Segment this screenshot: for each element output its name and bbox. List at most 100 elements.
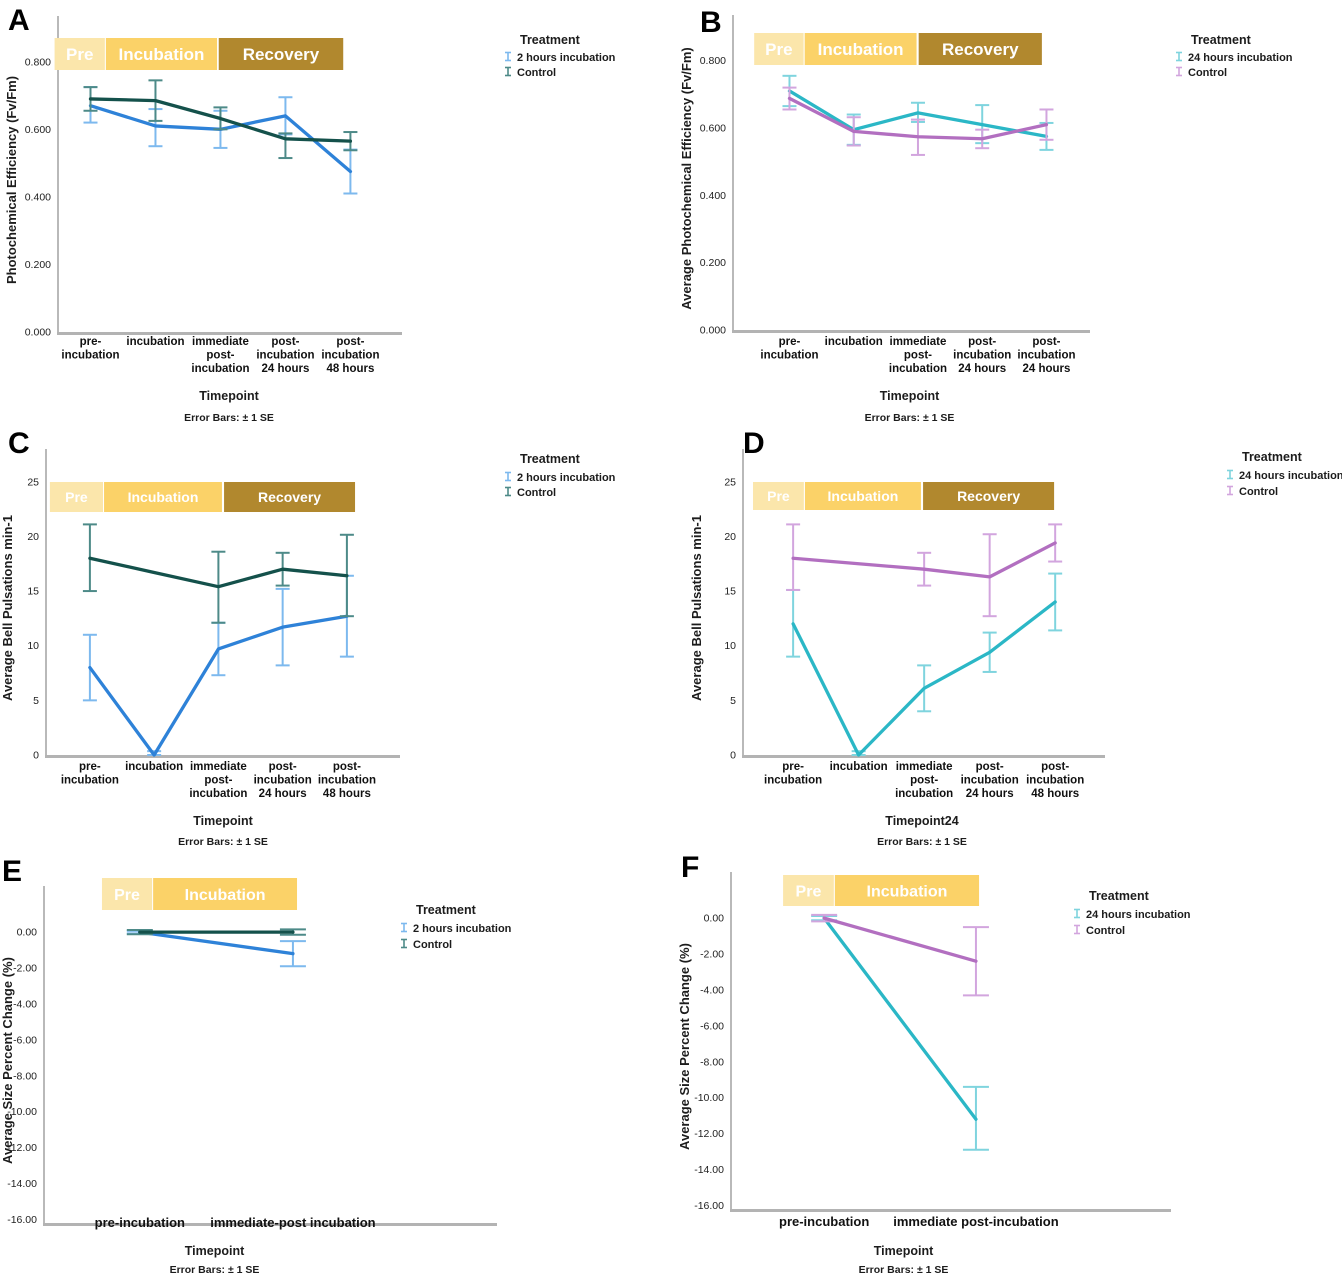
x-axis-title: Timepoint bbox=[880, 389, 940, 403]
y-tick-label: -14.00 bbox=[7, 1178, 37, 1190]
y-tick-label: 0.000 bbox=[700, 325, 726, 337]
phase-band-label: Recovery bbox=[243, 45, 320, 64]
y-tick-label: 0.00 bbox=[17, 927, 38, 939]
legend: Treatment 2 hours incubation Control bbox=[505, 33, 616, 79]
series-control bbox=[126, 928, 306, 936]
x-category-line: post- bbox=[271, 336, 299, 348]
phase-band-label: Incubation bbox=[867, 883, 948, 900]
x-category-label: post-incubation 24 hours bbox=[961, 761, 1019, 800]
error-bar-legend-icon bbox=[1227, 485, 1233, 496]
x-category-line: incubation bbox=[830, 761, 888, 773]
x-axis-title: Timepoint bbox=[199, 389, 259, 403]
y-tick-label: -14.00 bbox=[694, 1164, 724, 1176]
x-category-label: incubation bbox=[126, 336, 184, 348]
legend: Treatment 24 hours incubation Control bbox=[1176, 33, 1293, 79]
series-24-hours-incubation bbox=[811, 914, 989, 1151]
error-bar-legend-icon bbox=[401, 922, 407, 933]
series-line bbox=[791, 600, 1057, 757]
panel-letter: E bbox=[2, 855, 22, 888]
x-category-label: pre-incubation bbox=[61, 336, 119, 362]
x-axis-title: Timepoint bbox=[874, 1244, 934, 1258]
y-axis-title: Average Bell Pulsations min-1 bbox=[689, 515, 704, 701]
y-tick-label: -4.00 bbox=[700, 984, 724, 996]
legend: Treatment 2 hours incubation Control bbox=[401, 903, 512, 951]
y-tick-label: 10 bbox=[27, 640, 39, 652]
error-bar-legend-icon bbox=[1176, 51, 1182, 62]
series-control bbox=[782, 86, 1054, 156]
x-category-label: immediate post-incubation bbox=[893, 1214, 1058, 1229]
legend-entry-label: 2 hours incubation bbox=[517, 472, 616, 484]
phase-band-label: Incubation bbox=[828, 488, 899, 504]
x-category-line: 24 hours bbox=[261, 363, 309, 375]
y-tick-label: 0.200 bbox=[700, 257, 726, 269]
x-category-label: post-incubation 48 hours bbox=[1026, 761, 1084, 800]
x-category-line: post- bbox=[1041, 761, 1069, 773]
x-category-label: pre-incubation bbox=[764, 761, 822, 787]
x-category-line: 24 hours bbox=[958, 363, 1006, 375]
legend: Treatment 24 hours incubation Control bbox=[1074, 889, 1191, 937]
y-axis-title: Average Size Percent Change (%) bbox=[0, 957, 15, 1164]
x-category-label: immediate post-incubation bbox=[895, 761, 953, 800]
panel-letter: B bbox=[700, 6, 722, 39]
y-axis-title: Average Photochemical Efficiency (Fv/Fm) bbox=[679, 47, 694, 309]
series-2-hours-incubation bbox=[126, 929, 306, 968]
series-line bbox=[787, 96, 1049, 141]
phase-band-incubation bbox=[804, 33, 917, 65]
x-category-line: incubation bbox=[825, 336, 883, 348]
y-tick-label: 0 bbox=[730, 750, 736, 762]
x-category-line: incubation bbox=[61, 775, 119, 787]
legend-entry-label: 2 hours incubation bbox=[413, 923, 512, 935]
y-tick-label: 0.600 bbox=[700, 123, 726, 135]
x-category-line: incubation bbox=[321, 350, 379, 362]
series-control bbox=[82, 523, 354, 624]
panel-letter: C bbox=[8, 427, 30, 460]
y-tick-label: 25 bbox=[27, 476, 39, 488]
y-tick-label: 25 bbox=[724, 476, 736, 488]
x-category-line: post- bbox=[206, 350, 234, 362]
x-category-line: post- bbox=[204, 775, 232, 787]
x-category-line: post- bbox=[333, 761, 361, 773]
phase-band-label: Incubation bbox=[128, 489, 199, 505]
phase-band-recovery bbox=[218, 38, 344, 70]
x-category-line: incubation bbox=[189, 788, 247, 800]
y-tick-label: -10.00 bbox=[7, 1106, 37, 1118]
x-category-label: post-incubation 24 hours bbox=[1017, 336, 1075, 375]
series-line bbox=[787, 89, 1049, 139]
panel-b-chart: 0.800 0.600 0.400 0.200 0.000 Average Photoch… bbox=[679, 6, 1293, 424]
series-line bbox=[791, 541, 1057, 579]
y-tick-label: 0.800 bbox=[700, 55, 726, 67]
y-tick-label: 20 bbox=[724, 531, 736, 543]
y-tick-label: -16.00 bbox=[694, 1200, 724, 1212]
y-tick-label: -2.00 bbox=[13, 963, 37, 975]
y-tick-label: -2.00 bbox=[700, 949, 724, 961]
x-category-line: pre-incubation bbox=[779, 1214, 869, 1229]
x-category-label: post-incubation 24 hours bbox=[953, 336, 1011, 375]
x-category-label: incubation bbox=[830, 761, 888, 773]
x-category-line: 48 hours bbox=[326, 363, 374, 375]
y-tick-label: 0.000 bbox=[25, 327, 51, 339]
x-category-label: post-incubation 48 hours bbox=[318, 761, 376, 800]
legend-entry-label: Control bbox=[1188, 67, 1227, 79]
error-bar-legend-icon bbox=[505, 471, 511, 482]
series-control bbox=[786, 523, 1063, 618]
y-tick-label: -8.00 bbox=[700, 1056, 724, 1068]
phase-band-incubation bbox=[105, 38, 218, 70]
x-category-line: incubation bbox=[889, 363, 947, 375]
x-category-line: incubation bbox=[125, 761, 183, 773]
y-tick-label: 15 bbox=[724, 586, 736, 598]
y-axis-title: Photochemical Efficiency (Fv/Fm) bbox=[4, 76, 19, 284]
phase-band-label: Pre bbox=[796, 883, 822, 900]
x-category-line: pre- bbox=[782, 761, 804, 773]
x-category-line: immediate post-incubation bbox=[893, 1214, 1058, 1229]
x-category-line: 24 hours bbox=[1022, 363, 1070, 375]
panel-c-chart: 25 20 15 10 5 0 Average Bell Pulsations min-1 P… bbox=[0, 427, 616, 848]
legend-title: Treatment bbox=[520, 452, 581, 466]
x-category-label: incubation bbox=[825, 336, 883, 348]
series-line bbox=[822, 916, 978, 963]
x-category-label: post-incubation 24 hours bbox=[256, 336, 314, 375]
error-bars-note: Error Bars: ± 1 SE bbox=[184, 412, 274, 424]
series-line bbox=[88, 556, 349, 589]
legend-title: Treatment bbox=[416, 903, 477, 917]
x-category-line: post- bbox=[904, 350, 932, 362]
y-tick-label: -10.00 bbox=[694, 1092, 724, 1104]
